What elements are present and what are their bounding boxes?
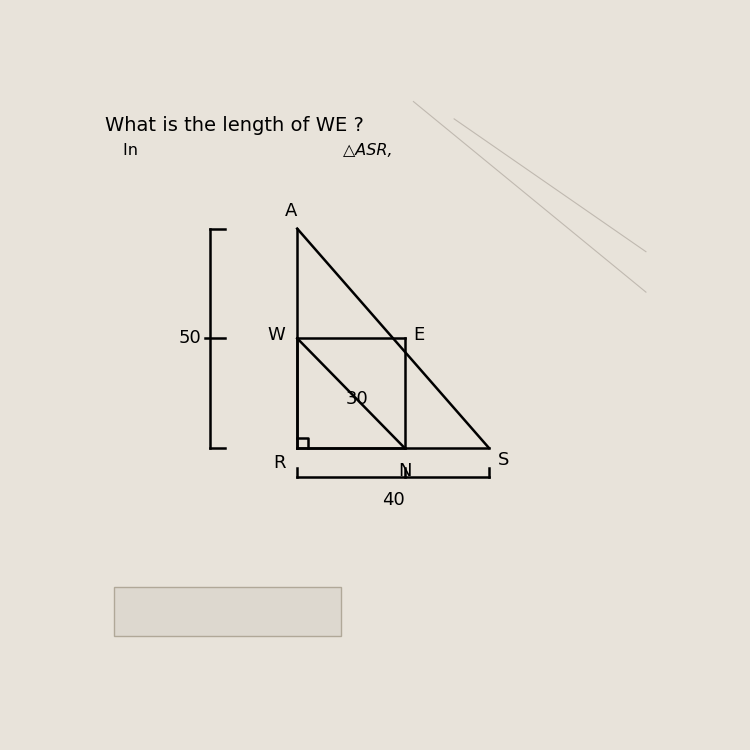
Text: △ASR,: △ASR, bbox=[344, 143, 398, 158]
Text: 30: 30 bbox=[346, 390, 368, 408]
Text: What is the length of WE ?: What is the length of WE ? bbox=[105, 116, 364, 135]
Text: W: W bbox=[268, 326, 286, 344]
FancyBboxPatch shape bbox=[114, 586, 340, 636]
Text: In: In bbox=[123, 143, 143, 158]
Text: 50: 50 bbox=[178, 329, 201, 347]
Text: R: R bbox=[273, 454, 286, 472]
Text: E: E bbox=[413, 326, 424, 344]
Text: A: A bbox=[285, 202, 298, 220]
Text: S: S bbox=[498, 451, 509, 469]
Text: N: N bbox=[398, 463, 412, 481]
Text: 40: 40 bbox=[382, 491, 404, 509]
